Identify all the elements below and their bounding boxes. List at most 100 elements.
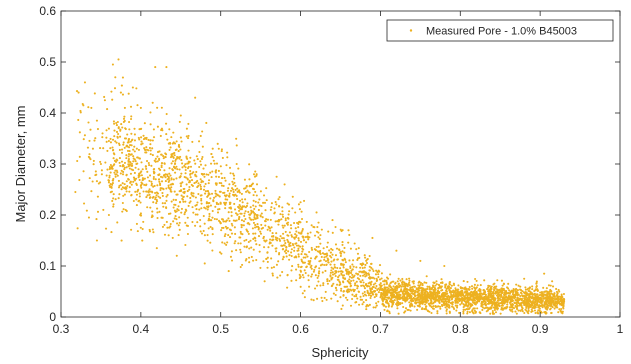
- data-point: [158, 158, 160, 160]
- data-point: [381, 272, 383, 274]
- data-point: [298, 232, 300, 234]
- data-point: [108, 176, 110, 178]
- data-point: [234, 185, 236, 187]
- data-point: [273, 266, 275, 268]
- data-point: [364, 267, 366, 269]
- data-point: [144, 122, 146, 124]
- data-point: [261, 213, 263, 215]
- data-point: [384, 286, 386, 288]
- data-point: [207, 234, 209, 236]
- data-point: [248, 178, 250, 180]
- data-point: [174, 217, 176, 219]
- data-point: [179, 222, 181, 224]
- data-point: [502, 285, 504, 287]
- data-point: [327, 242, 329, 244]
- data-point: [183, 188, 185, 190]
- data-point: [442, 292, 444, 294]
- data-point: [90, 190, 92, 192]
- data-point: [466, 298, 468, 300]
- data-point: [375, 287, 377, 289]
- data-point: [352, 276, 354, 278]
- data-point: [271, 202, 273, 204]
- data-point: [78, 179, 80, 181]
- data-point: [176, 140, 178, 142]
- data-point: [335, 254, 337, 256]
- data-point: [426, 286, 428, 288]
- data-point: [335, 243, 337, 245]
- x-tick-label: 0.4: [133, 322, 150, 336]
- data-point: [402, 280, 404, 282]
- data-point: [319, 252, 321, 254]
- data-point: [86, 210, 88, 212]
- data-point: [131, 184, 133, 186]
- data-point: [248, 163, 250, 165]
- data-point: [425, 308, 427, 310]
- data-point: [162, 206, 164, 208]
- data-point: [166, 139, 168, 141]
- data-point: [136, 194, 138, 196]
- data-point: [413, 297, 415, 299]
- data-point: [78, 92, 80, 94]
- data-point: [123, 187, 125, 189]
- data-point: [180, 185, 182, 187]
- data-point: [224, 233, 226, 235]
- data-point: [196, 221, 198, 223]
- data-point: [510, 306, 512, 308]
- data-point: [488, 296, 490, 298]
- data-point: [302, 261, 304, 263]
- data-point: [533, 303, 535, 305]
- data-point: [220, 222, 222, 224]
- data-point: [248, 233, 250, 235]
- data-point: [174, 210, 176, 212]
- data-point: [116, 142, 118, 144]
- data-point: [357, 253, 359, 255]
- data-point: [545, 302, 547, 304]
- data-point: [116, 124, 118, 126]
- data-point: [297, 264, 299, 266]
- data-point: [461, 292, 463, 294]
- data-point: [126, 190, 128, 192]
- data-point: [126, 180, 128, 182]
- data-point: [357, 277, 359, 279]
- data-point: [230, 206, 232, 208]
- data-point: [239, 192, 241, 194]
- data-point: [136, 223, 138, 225]
- data-point: [550, 290, 552, 292]
- data-point: [124, 162, 126, 164]
- data-point: [254, 226, 256, 228]
- data-point: [498, 302, 500, 304]
- data-point: [215, 171, 217, 173]
- data-point: [128, 165, 130, 167]
- data-point: [477, 295, 479, 297]
- data-point: [294, 233, 296, 235]
- data-point: [496, 279, 498, 281]
- data-point: [246, 205, 248, 207]
- data-point: [245, 191, 247, 193]
- data-point: [524, 295, 526, 297]
- data-point: [156, 194, 158, 196]
- data-point: [275, 203, 277, 205]
- data-point: [345, 261, 347, 263]
- data-point: [543, 305, 545, 307]
- data-point: [129, 161, 131, 163]
- data-point: [264, 202, 266, 204]
- data-point: [557, 292, 559, 294]
- data-point: [346, 299, 348, 301]
- data-point: [137, 200, 139, 202]
- data-point: [166, 221, 168, 223]
- data-point: [145, 168, 147, 170]
- data-point: [234, 208, 236, 210]
- data-point: [447, 298, 449, 300]
- data-point: [530, 293, 532, 295]
- data-point: [146, 191, 148, 193]
- data-point: [88, 156, 90, 158]
- data-point: [521, 292, 523, 294]
- data-point: [120, 172, 122, 174]
- data-point: [315, 274, 317, 276]
- data-point: [397, 295, 399, 297]
- data-point: [256, 223, 258, 225]
- data-point: [346, 273, 348, 275]
- data-point: [196, 201, 198, 203]
- data-point: [115, 176, 117, 178]
- data-point: [208, 215, 210, 217]
